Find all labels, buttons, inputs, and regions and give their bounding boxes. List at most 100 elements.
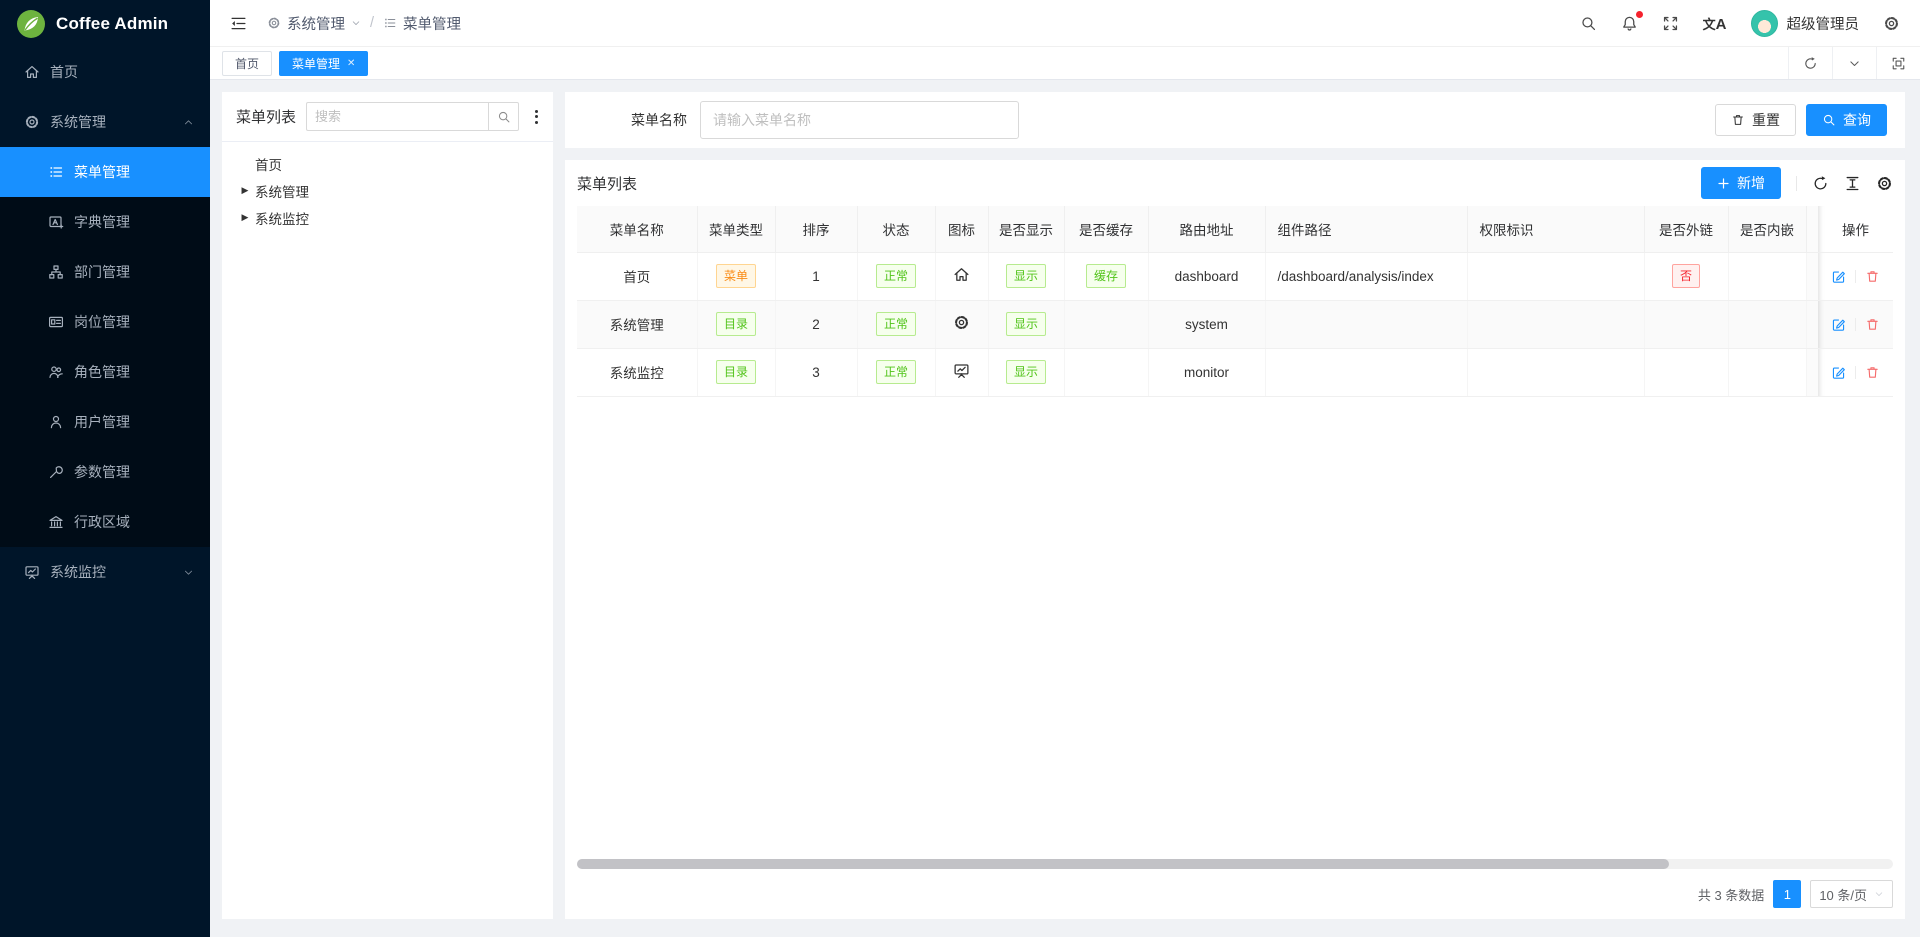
tab-close-icon[interactable]: ✕ bbox=[347, 57, 356, 69]
id-card-icon bbox=[48, 314, 64, 330]
caret-right-icon[interactable]: ▶ bbox=[241, 185, 249, 195]
sidebar-item-label: 岗位管理 bbox=[74, 314, 130, 330]
cache-tag: 缓存 bbox=[1085, 264, 1126, 288]
col-visible: 是否显示 bbox=[988, 206, 1065, 253]
scroll-gutter bbox=[1806, 206, 1818, 253]
tab-home[interactable]: 首页 bbox=[222, 50, 273, 76]
status-tag: 正常 bbox=[875, 312, 916, 336]
column-settings-gear-icon[interactable] bbox=[1876, 175, 1893, 192]
tab-menu-mgmt[interactable]: 菜单管理 ✕ bbox=[279, 50, 369, 76]
sidebar-item-monitor[interactable]: 系统监控 bbox=[0, 547, 210, 597]
monitor-icon bbox=[24, 564, 40, 580]
add-button[interactable]: 新增 bbox=[1701, 167, 1781, 199]
tree-panel-header: 菜单列表 bbox=[222, 92, 553, 142]
menu-name-input[interactable] bbox=[700, 101, 1019, 139]
menu-fold-icon[interactable] bbox=[230, 15, 247, 32]
page-1-button[interactable]: 1 bbox=[1773, 880, 1802, 908]
toolbar-divider bbox=[1796, 175, 1797, 191]
sidebar-item-region-mgmt[interactable]: 行政区域 bbox=[0, 497, 210, 547]
reset-button[interactable]: 重置 bbox=[1715, 104, 1796, 136]
sidebar-item-dept-mgmt[interactable]: 部门管理 bbox=[0, 247, 210, 297]
sidebar-item-role-mgmt[interactable]: 角色管理 bbox=[0, 347, 210, 397]
menu-type-tag: 菜单 bbox=[715, 264, 756, 288]
delete-icon[interactable] bbox=[1865, 269, 1880, 284]
caret-right-icon[interactable]: ▶ bbox=[241, 212, 249, 222]
tree-search bbox=[306, 102, 519, 131]
menu-tree-panel: 菜单列表 首页 ▶ 系统管 bbox=[222, 92, 553, 919]
edit-icon[interactable] bbox=[1831, 317, 1846, 332]
col-route-path: 路由地址 bbox=[1148, 206, 1266, 253]
tree-item-monitor[interactable]: ▶ 系统监控 bbox=[222, 204, 553, 231]
tree-search-button[interactable] bbox=[488, 102, 519, 131]
tab-bar: 首页 菜单管理 ✕ bbox=[210, 47, 1920, 80]
breadcrumb-separator: / bbox=[370, 15, 375, 31]
sidebar-item-label: 角色管理 bbox=[74, 364, 130, 380]
edit-icon[interactable] bbox=[1831, 269, 1846, 284]
breadcrumb: 系统管理 / 菜单管理 bbox=[267, 13, 461, 34]
sidebar-submenu-system: 菜单管理 字典管理 部门管理 bbox=[0, 147, 210, 547]
user-menu[interactable]: 超级管理员 bbox=[1750, 9, 1860, 37]
table-row: 系统管理 目录 2 正常 显示 system bbox=[577, 300, 1893, 349]
search-icon[interactable] bbox=[1580, 15, 1597, 32]
topbar: 系统管理 / 菜单管理 bbox=[210, 0, 1920, 47]
search-button[interactable]: 查询 bbox=[1806, 104, 1887, 136]
sidebar-item-user-mgmt[interactable]: 用户管理 bbox=[0, 397, 210, 447]
scrollbar-thumb[interactable] bbox=[577, 859, 1670, 869]
page-size-select[interactable]: 10 条/页 bbox=[1810, 880, 1893, 908]
table-row: 系统监控 目录 3 正常 显示 monitor bbox=[577, 348, 1893, 397]
main-panel: 菜单名称 重置 查询 bbox=[565, 92, 1905, 919]
chevron-down-icon bbox=[351, 18, 361, 28]
sidebar-item-label: 系统管理 bbox=[50, 114, 106, 130]
maximize-content-icon[interactable] bbox=[1876, 47, 1920, 79]
dictionary-icon bbox=[48, 214, 64, 230]
delete-icon[interactable] bbox=[1865, 365, 1880, 380]
table-row: 首页 菜单 1 正常 显示 缓存 dashboard /dashboard/an… bbox=[577, 252, 1893, 301]
col-embedded: 是否内嵌 bbox=[1728, 206, 1807, 253]
org-chart-icon bbox=[48, 264, 64, 280]
tree-search-input[interactable] bbox=[306, 102, 488, 131]
refresh-tab-icon[interactable] bbox=[1788, 47, 1832, 79]
horizontal-scrollbar[interactable] bbox=[577, 859, 1893, 869]
refresh-table-icon[interactable] bbox=[1812, 175, 1829, 192]
sidebar-item-home[interactable]: 首页 bbox=[0, 47, 210, 97]
sidebar-item-label: 部门管理 bbox=[74, 264, 130, 280]
col-menu-name: 菜单名称 bbox=[577, 206, 698, 253]
tree-item-system[interactable]: ▶ 系统管理 bbox=[222, 177, 553, 204]
list-icon bbox=[383, 16, 397, 30]
gear-icon bbox=[953, 314, 970, 331]
sidebar-item-post-mgmt[interactable]: 岗位管理 bbox=[0, 297, 210, 347]
filter-label: 菜单名称 bbox=[631, 112, 687, 128]
external-tag: 否 bbox=[1671, 264, 1700, 288]
gear-icon bbox=[24, 114, 40, 130]
breadcrumb-current: 菜单管理 bbox=[383, 13, 461, 34]
filter-actions: 重置 查询 bbox=[1715, 104, 1887, 136]
username: 超级管理员 bbox=[1786, 16, 1860, 33]
tree-more-options-icon[interactable] bbox=[529, 106, 543, 128]
sidebar-item-menu-mgmt[interactable]: 菜单管理 bbox=[0, 147, 210, 197]
list-icon bbox=[48, 164, 64, 180]
sidebar-item-label: 字典管理 bbox=[74, 214, 130, 230]
delete-icon[interactable] bbox=[1865, 317, 1880, 332]
sidebar-item-param-mgmt[interactable]: 参数管理 bbox=[0, 447, 210, 497]
breadcrumb-parent[interactable]: 系统管理 bbox=[267, 13, 361, 34]
notification-bell-icon[interactable] bbox=[1621, 10, 1643, 32]
language-switch-icon[interactable]: 文A bbox=[1702, 15, 1727, 33]
sidebar-item-dict-mgmt[interactable]: 字典管理 bbox=[0, 197, 210, 247]
bank-icon bbox=[48, 514, 64, 530]
table-title: 菜单列表 bbox=[577, 175, 638, 193]
sidebar-item-label: 首页 bbox=[50, 64, 78, 80]
col-actions: 操作 bbox=[1818, 206, 1893, 253]
row-density-icon[interactable] bbox=[1844, 175, 1861, 192]
tab-options-chevron-icon[interactable] bbox=[1832, 47, 1876, 79]
avatar bbox=[1750, 9, 1778, 37]
edit-icon[interactable] bbox=[1831, 365, 1846, 380]
sidebar-item-system[interactable]: 系统管理 bbox=[0, 97, 210, 147]
roles-icon bbox=[48, 364, 64, 380]
notification-badge bbox=[1635, 10, 1643, 18]
col-cache: 是否缓存 bbox=[1064, 206, 1149, 253]
chevron-up-icon bbox=[183, 117, 194, 128]
tree-item-home[interactable]: 首页 bbox=[255, 157, 282, 173]
settings-gear-icon[interactable] bbox=[1883, 15, 1900, 32]
table-header-row: 菜单名称 菜单类型 排序 状态 图标 是否显示 是否缓存 路由地址 组件路径 权… bbox=[577, 206, 1893, 253]
fullscreen-icon[interactable] bbox=[1662, 15, 1679, 32]
